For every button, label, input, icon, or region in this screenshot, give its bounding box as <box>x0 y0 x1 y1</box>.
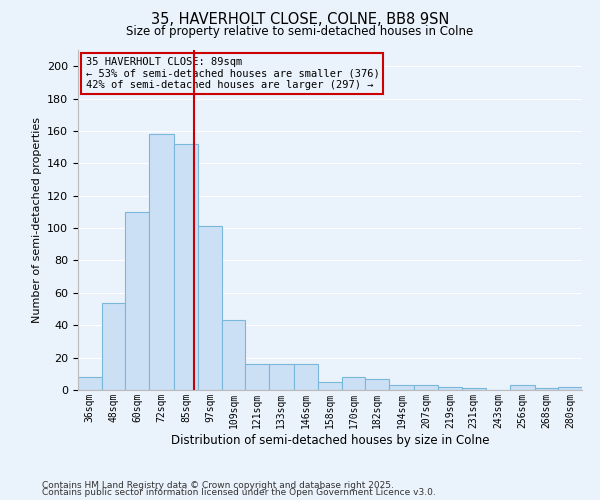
Text: Contains public sector information licensed under the Open Government Licence v3: Contains public sector information licen… <box>42 488 436 497</box>
Bar <box>101 302 125 390</box>
Bar <box>365 378 389 390</box>
Y-axis label: Number of semi-detached properties: Number of semi-detached properties <box>32 117 41 323</box>
Bar <box>269 364 293 390</box>
Text: 35, HAVERHOLT CLOSE, COLNE, BB8 9SN: 35, HAVERHOLT CLOSE, COLNE, BB8 9SN <box>151 12 449 28</box>
Text: Size of property relative to semi-detached houses in Colne: Size of property relative to semi-detach… <box>127 25 473 38</box>
Bar <box>222 320 245 390</box>
Bar <box>413 385 438 390</box>
X-axis label: Distribution of semi-detached houses by size in Colne: Distribution of semi-detached houses by … <box>171 434 489 446</box>
Text: Contains HM Land Registry data © Crown copyright and database right 2025.: Contains HM Land Registry data © Crown c… <box>42 480 394 490</box>
Bar <box>175 144 198 390</box>
Bar <box>535 388 559 390</box>
Bar <box>245 364 269 390</box>
Bar <box>342 377 365 390</box>
Bar <box>78 377 101 390</box>
Bar <box>559 387 582 390</box>
Bar <box>510 385 535 390</box>
Bar <box>389 385 413 390</box>
Text: 35 HAVERHOLT CLOSE: 89sqm
← 53% of semi-detached houses are smaller (376)
42% of: 35 HAVERHOLT CLOSE: 89sqm ← 53% of semi-… <box>86 57 379 90</box>
Bar <box>462 388 485 390</box>
Bar <box>149 134 175 390</box>
Bar <box>198 226 222 390</box>
Bar <box>318 382 342 390</box>
Bar <box>125 212 149 390</box>
Bar <box>293 364 318 390</box>
Bar <box>438 387 462 390</box>
